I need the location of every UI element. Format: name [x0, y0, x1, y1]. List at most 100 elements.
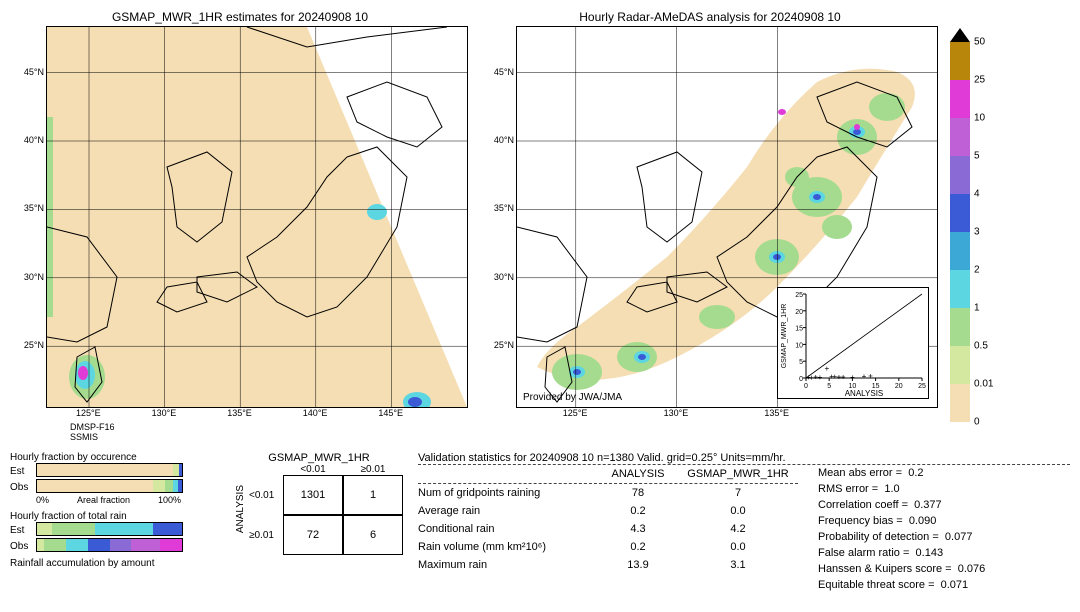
- stats-row-v2: 0.0: [678, 541, 798, 553]
- colorbar-seg: [950, 346, 970, 384]
- ct-side: ANALYSIS: [235, 485, 249, 533]
- right-map: 00551010151520202525ANALYSISGSMAP_MWR_1H…: [516, 26, 938, 408]
- axis-0: 0%: [36, 495, 49, 505]
- colorbar-label: 25: [974, 75, 985, 86]
- lat-tick: 25°N: [494, 340, 514, 350]
- lat-tick: 25°N: [24, 340, 44, 350]
- metric-label: Correlation coeff =: [818, 499, 908, 511]
- tot-est-bar: [36, 522, 183, 536]
- left-map-svg: [47, 27, 467, 407]
- provided-by: Provided by JWA/JMA: [523, 392, 622, 403]
- stats-row-label: Average rain: [418, 505, 598, 517]
- stats-metric: Equitable threat score = 0.071: [818, 577, 985, 593]
- stats-row-v1: 4.3: [598, 523, 678, 535]
- metric-val: 0.2: [908, 467, 923, 479]
- frac-tot-title: Hourly fraction of total rain: [10, 511, 220, 522]
- ct-row-lt: <0.01: [249, 475, 283, 515]
- frac-seg: [160, 539, 182, 551]
- metric-label: Equitable threat score =: [818, 579, 935, 591]
- svg-text:5: 5: [799, 359, 803, 366]
- stats-row-v1: 0.2: [598, 505, 678, 517]
- stats-row-label: Maximum rain: [418, 559, 598, 571]
- metric-label: Frequency bias =: [818, 515, 903, 527]
- stats-metric: Mean abs error = 0.2: [818, 465, 985, 481]
- metric-val: 1.0: [884, 483, 899, 495]
- right-lon-axis: 125°E130°E135°E: [516, 408, 940, 422]
- colorbar-seg: [950, 156, 970, 194]
- frac-seg: [153, 480, 165, 492]
- colorbar-label: 10: [974, 113, 985, 124]
- lon-tick: 135°E: [764, 408, 789, 418]
- frac-seg: [37, 464, 173, 476]
- frac-seg: [95, 523, 153, 535]
- svg-text:10: 10: [795, 342, 803, 349]
- svg-text:GSMAP_MWR_1HR: GSMAP_MWR_1HR: [781, 304, 788, 369]
- lat-tick: 45°N: [494, 67, 514, 77]
- colorbar-seg: [950, 28, 970, 42]
- stats-rows: Num of gridpoints raining787Average rain…: [418, 484, 798, 574]
- right-map-panel: Hourly Radar-AMeDAS analysis for 2024090…: [480, 10, 940, 442]
- svg-text:25: 25: [795, 292, 803, 299]
- stats-row-label: Rain volume (mm km²10⁶): [418, 541, 598, 553]
- stats-h1: ANALYSIS: [598, 468, 678, 480]
- stats-metric: Frequency bias = 0.090: [818, 513, 985, 529]
- ct-00: 1301: [283, 475, 343, 515]
- inset-svg: 00551010151520202525ANALYSISGSMAP_MWR_1H…: [778, 288, 928, 398]
- colorbar-label: 4: [974, 189, 980, 200]
- stats-row: Conditional rain4.34.2: [418, 520, 798, 538]
- lat-tick: 40°N: [24, 135, 44, 145]
- stats-title: Validation statistics for 20240908 10 n=…: [418, 452, 1070, 464]
- colorbar-panel: 502510543210.50.010: [950, 10, 1020, 442]
- lon-tick: 140°E: [303, 408, 328, 418]
- stats-row-v2: 7: [678, 487, 798, 499]
- frac-lbl-obs2: Obs: [10, 541, 32, 552]
- lon-tick: 130°E: [152, 408, 177, 418]
- lon-tick: 125°E: [563, 408, 588, 418]
- metric-label: Hanssen & Kuipers score =: [818, 563, 952, 575]
- axis-mid: Areal fraction: [77, 495, 130, 505]
- lon-tick: 145°E: [378, 408, 403, 418]
- colorbar-seg: [950, 232, 970, 270]
- colorbar-label: 50: [974, 37, 985, 48]
- frac-lbl-obs: Obs: [10, 482, 32, 493]
- lat-tick: 40°N: [494, 135, 514, 145]
- frac-seg: [178, 480, 182, 492]
- colorbar-seg: [950, 308, 970, 346]
- lat-tick: 35°N: [494, 203, 514, 213]
- frac-seg: [179, 464, 182, 476]
- colorbar-label: 3: [974, 227, 980, 238]
- metric-label: Mean abs error =: [818, 467, 902, 479]
- stats-row-v2: 3.1: [678, 559, 798, 571]
- lat-tick: 30°N: [494, 272, 514, 282]
- left-lat-axis: 45°N40°N35°N30°N25°N: [10, 26, 46, 408]
- stats-row-v1: 0.2: [598, 541, 678, 553]
- colorbar-seg: [950, 80, 970, 118]
- stats-row: Average rain0.20.0: [418, 502, 798, 520]
- stats-metric: RMS error = 1.0: [818, 481, 985, 497]
- svg-text:25: 25: [918, 383, 926, 390]
- frac-seg: [37, 539, 44, 551]
- lon-tick: 135°E: [227, 408, 252, 418]
- metric-val: 0.377: [914, 499, 942, 511]
- stats-left-col: ANALYSIS GSMAP_MWR_1HR Num of gridpoints…: [418, 465, 798, 593]
- colorbar: 502510543210.50.010: [950, 28, 970, 422]
- axis-100: 100%: [158, 495, 181, 505]
- frac-seg: [88, 539, 110, 551]
- metric-val: 0.071: [941, 579, 969, 591]
- colorbar-label: 5: [974, 151, 980, 162]
- lat-tick: 35°N: [24, 203, 44, 213]
- ct-10: 72: [283, 515, 343, 555]
- metric-val: 0.143: [916, 547, 944, 559]
- right-map-title: Hourly Radar-AMeDAS analysis for 2024090…: [480, 10, 940, 24]
- metric-label: Probability of detection =: [818, 531, 939, 543]
- colorbar-label: 0: [974, 417, 980, 428]
- frac-seg: [110, 539, 132, 551]
- top-row: GSMAP_MWR_1HR estimates for 20240908 10 …: [10, 10, 1070, 442]
- occ-est-bar: [36, 463, 183, 477]
- stats-metric: Hanssen & Kuipers score = 0.076: [818, 561, 985, 577]
- svg-text:ANALYSIS: ANALYSIS: [845, 389, 884, 398]
- stats-row-v2: 4.2: [678, 523, 798, 535]
- stats-row-v1: 13.9: [598, 559, 678, 571]
- lon-tick: 125°E: [76, 408, 101, 418]
- ct-11: 6: [343, 515, 403, 555]
